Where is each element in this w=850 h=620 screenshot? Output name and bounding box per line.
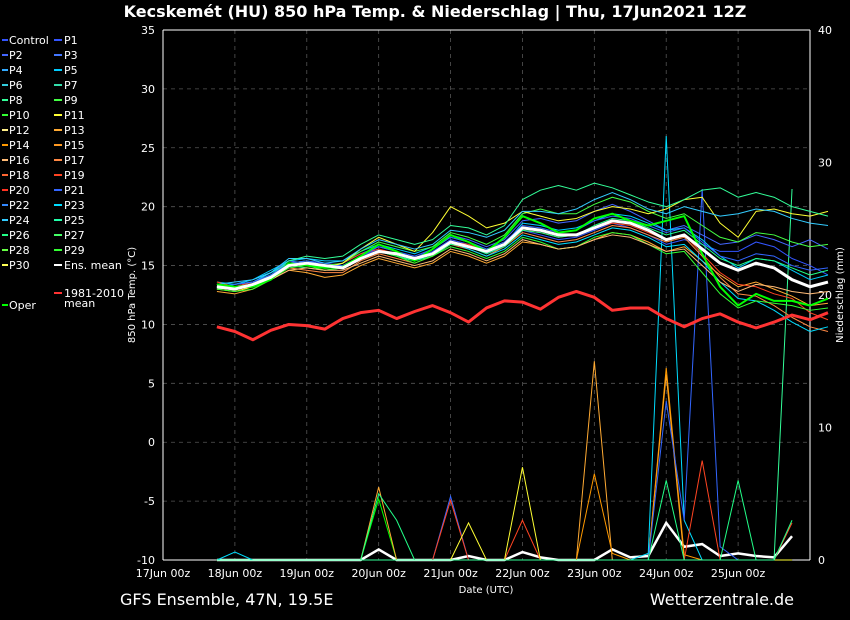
y-tick-label: 20: [141, 201, 155, 214]
y2-tick-label: 0: [818, 554, 825, 567]
x-tick-label: 21Jun 00z: [423, 567, 478, 580]
legend-label-p9: P9: [64, 94, 78, 107]
x-tick-label: 25Jun 00z: [711, 567, 766, 580]
x-axis-ticks: 17Jun 00z 18Jun 00z 19Jun 00z 20Jun 00z 21Ju…: [136, 567, 766, 580]
y-axis-label: 850 hPa Temp. (°C): [127, 247, 138, 343]
legend-label-p30: P30: [9, 259, 30, 272]
legend-label-p3: P3: [64, 49, 78, 62]
legend-label-p12: P12: [9, 124, 30, 137]
y2-tick-label: 10: [818, 422, 832, 435]
legend-label-p8: P8: [9, 94, 23, 107]
plot-area: [216, 135, 829, 562]
legend-label-p28: P28: [9, 244, 30, 257]
temp-series-p24: [216, 192, 829, 285]
precip-series-p8: [216, 188, 793, 561]
y-tick-label: -5: [144, 495, 155, 508]
legend-label-p15: P15: [64, 139, 85, 152]
y-tick-label: 30: [141, 83, 155, 96]
x-tick-label: 23Jun 00z: [567, 567, 622, 580]
y2-tick-label: 40: [818, 24, 832, 37]
temp-series-1981-2010-mean: [216, 289, 829, 342]
temp-series-p13: [216, 232, 829, 307]
x-tick-label: 17Jun 00z: [136, 567, 191, 580]
x-tick-label: 24Jun 00z: [639, 567, 694, 580]
temp-series-p17: [216, 225, 829, 332]
legend-label-climatology-line2: mean: [64, 297, 95, 310]
chart-title: Kecskemét (HU) 850 hPa Temp. & Niedersch…: [124, 2, 747, 22]
y-tick-label: 5: [148, 377, 155, 390]
temp-series-ens-mean: [216, 219, 829, 291]
legend-label-p10: P10: [9, 109, 30, 122]
legend-label-p21: P21: [64, 184, 85, 197]
legend-label-p4: P4: [9, 64, 23, 77]
y-tick-label: 35: [141, 24, 155, 37]
legend-label-p2: P2: [9, 49, 23, 62]
x-tick-label: 22Jun 00z: [495, 567, 550, 580]
legend-label-p14: P14: [9, 139, 30, 152]
legend-label-p17: P17: [64, 154, 85, 167]
legend-label-control: Control: [9, 34, 49, 47]
legend-label-p20: P20: [9, 184, 30, 197]
y-axis-ticks: -10 -5 0 5 10 15 20 25 30 35: [137, 24, 155, 567]
legend-label-oper: Oper: [9, 299, 36, 312]
footer-source: GFS Ensemble, 47N, 19.5E: [120, 590, 333, 609]
legend-label-p27: P27: [64, 229, 85, 242]
legend-label-p24: P24: [9, 214, 30, 227]
y2-tick-label: 30: [818, 157, 832, 170]
temp-series-oper: [216, 212, 829, 307]
legend-label-p13: P13: [64, 124, 85, 137]
y-tick-label: 15: [141, 260, 155, 273]
y-tick-label: 10: [141, 318, 155, 331]
legend-label-ens-mean: Ens. mean: [64, 259, 122, 272]
y-tick-label: 25: [141, 142, 155, 155]
legend-label-p26: P26: [9, 229, 30, 242]
x-tick-label: 19Jun 00z: [280, 567, 335, 580]
legend-label-p18: P18: [9, 169, 30, 182]
legend-label-p23: P23: [64, 199, 85, 212]
y2-axis-label: Niederschlag (mm): [835, 247, 846, 343]
legend: Control P2 P4 P6 P8 P10 P12 P14 P16 P18 P20 P22 P24 P…: [2, 34, 124, 312]
y-tick-label: 0: [148, 436, 155, 449]
temp-series-p5: [216, 213, 829, 285]
temp-series-p16: [216, 234, 829, 295]
legend-label-p19: P19: [64, 169, 85, 182]
legend-label-p1: P1: [64, 34, 78, 47]
legend-label-p11: P11: [64, 109, 85, 122]
x-tick-label: 18Jun 00z: [208, 567, 263, 580]
legend-label-climatology-line1: 1981-2010: [64, 287, 124, 300]
x-tick-label: 20Jun 00z: [351, 567, 406, 580]
legend-label-p16: P16: [9, 154, 30, 167]
x-axis-label: Date (UTC): [459, 585, 514, 596]
footer-site: Wetterzentrale.de: [650, 590, 794, 609]
y-tick-label: -10: [137, 554, 155, 567]
temp-series-p29: [216, 232, 829, 311]
legend-label-p5: P5: [64, 64, 78, 77]
legend-label-p22: P22: [9, 199, 30, 212]
legend-label-p25: P25: [64, 214, 85, 227]
temp-series-p8: [216, 182, 829, 290]
legend-label-p7: P7: [64, 79, 78, 92]
legend-label-p29: P29: [64, 244, 85, 257]
legend-label-p6: P6: [9, 79, 23, 92]
